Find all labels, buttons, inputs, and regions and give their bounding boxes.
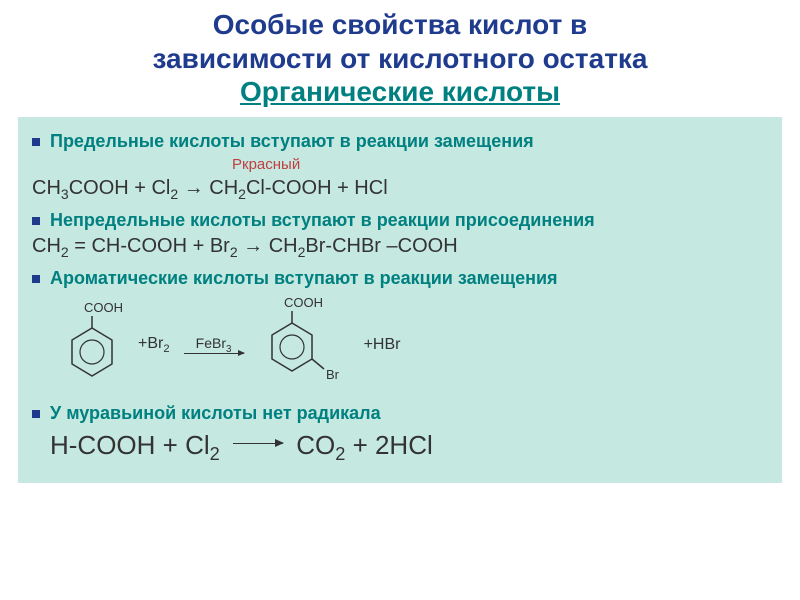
bullet-4-text: У муравьиной кислоты нет радикала	[50, 403, 381, 424]
title-line-3: Органические кислоты	[20, 75, 780, 109]
bullet-1-text: Предельные кислоты вступают в реакции за…	[50, 131, 534, 152]
r1-p4: Cl-COOH + HCl	[246, 177, 388, 199]
reaction-arrow: FeBr3	[184, 335, 244, 354]
bullet-3-row: Ароматические кислоты вступают в реакции…	[32, 268, 768, 289]
bullet-2-row: Непредельные кислоты вступают в реакции …	[32, 210, 768, 231]
final-r1: CO	[296, 430, 335, 460]
final-left: H-COOH + Cl	[50, 430, 210, 460]
bullet-4-row: У муравьиной кислоты нет радикала	[32, 403, 768, 424]
r2-p4: Br-CHBr –COOH	[305, 235, 457, 257]
br-label: Br	[326, 367, 340, 382]
febr3-text: FeBr	[196, 335, 226, 351]
r2-p2: = CH-COOH + Br	[69, 235, 230, 257]
bullet-1-row: Предельные кислоты вступают в реакции за…	[32, 131, 768, 152]
aromatic-reaction: COOH +Br2 FeBr3 COOH Br +HBr	[52, 295, 768, 395]
bullet-icon	[32, 275, 40, 283]
r2-p3: → CH	[238, 235, 298, 257]
r2-p1: CH	[32, 235, 61, 257]
reaction-1: CH3COOH + Cl2 → CH2Cl-COOH + HCl	[32, 177, 768, 202]
final-arrow-icon	[233, 443, 283, 444]
reaction-final: H-COOH + Cl2 CO2 + 2HCl	[50, 430, 768, 465]
bullet-3-text: Ароматические кислоты вступают в реакции…	[50, 268, 558, 289]
plus-br2: +Br2	[138, 335, 170, 355]
final-r2: + 2HCl	[345, 430, 432, 460]
benzene-reactant-icon: COOH	[52, 300, 132, 390]
cooh-label: COOH	[84, 300, 123, 315]
bullet-icon	[32, 138, 40, 146]
cooh-label-2: COOH	[284, 295, 323, 310]
catalyst-label: Ркрасный	[232, 156, 768, 173]
plus-hbr: +HBr	[364, 336, 401, 354]
r1-p3: → CH	[178, 177, 238, 199]
title-line-1: Особые свойства кислот в	[20, 8, 780, 42]
benzene-product-icon: COOH Br	[252, 295, 352, 395]
bullet-icon	[32, 410, 40, 418]
slide-title: Особые свойства кислот в зависимости от …	[0, 0, 800, 111]
title-line-2: зависимости от кислотного остатка	[20, 42, 780, 76]
reaction-2: CH2 = CH-COOH + Br2 → CH2Br-CHBr –COOH	[32, 235, 768, 260]
content-box: Предельные кислоты вступают в реакции за…	[18, 117, 782, 483]
r1-p1: CH	[32, 177, 61, 199]
arrow-line-icon	[184, 353, 244, 354]
r1-p2: COOH + Cl	[69, 177, 171, 199]
slide: Особые свойства кислот в зависимости от …	[0, 0, 800, 600]
bullet-2-text: Непредельные кислоты вступают в реакции …	[50, 210, 595, 231]
bullet-icon	[32, 217, 40, 225]
plus-br2-text: +Br	[138, 335, 163, 352]
